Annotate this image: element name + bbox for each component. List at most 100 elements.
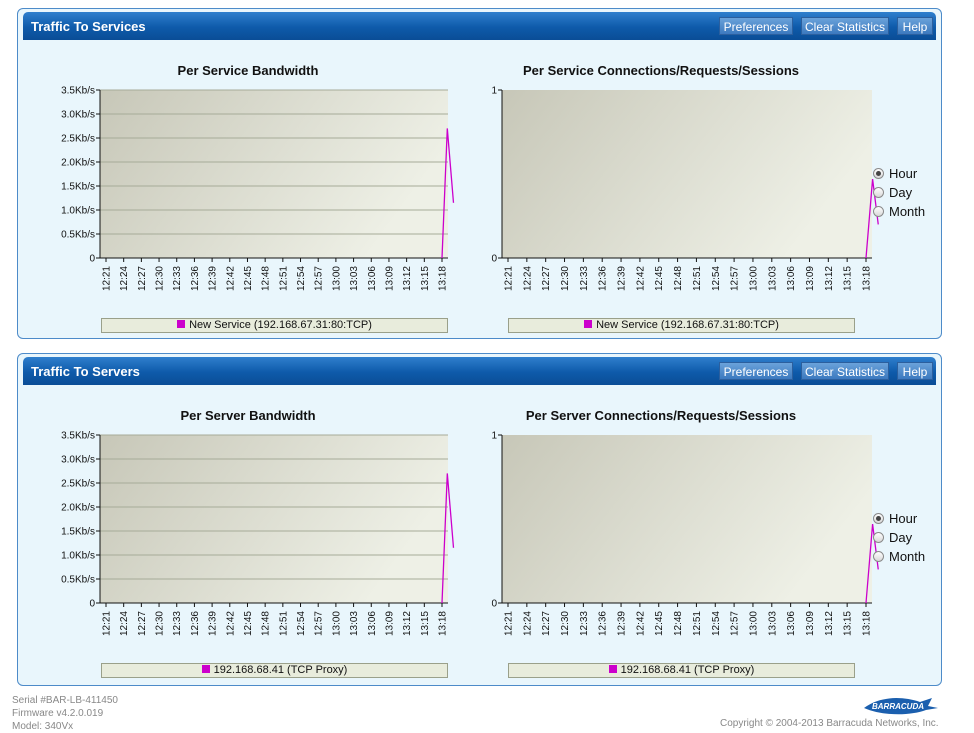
radio-label: Day bbox=[889, 185, 913, 200]
x-tick-label: 12:45 bbox=[654, 266, 665, 291]
x-tick-label: 12:57 bbox=[314, 611, 325, 636]
x-tick-label: 13:06 bbox=[786, 266, 797, 291]
plot-area bbox=[502, 435, 872, 603]
chart-legend: New Service (192.168.67.31:80:TCP) bbox=[101, 318, 448, 333]
device-info: Serial #BAR-LB-411450 Firmware v4.2.0.01… bbox=[12, 694, 118, 733]
y-tick-label: 0 bbox=[89, 599, 95, 610]
time-range-selector: Hour Day Month bbox=[873, 509, 925, 566]
x-tick-label: 12:39 bbox=[617, 266, 628, 291]
clear-statistics-button[interactable]: Clear Statistics bbox=[801, 17, 889, 35]
legend-label: New Service (192.168.67.31:80:TCP) bbox=[596, 319, 779, 331]
radio-button-selected[interactable] bbox=[873, 513, 884, 524]
chart-legend: 192.168.68.41 (TCP Proxy) bbox=[101, 663, 448, 678]
chart-legend: 192.168.68.41 (TCP Proxy) bbox=[508, 663, 855, 678]
x-tick-label: 12:42 bbox=[635, 266, 646, 291]
y-tick-label: 1.5Kb/s bbox=[61, 182, 95, 193]
x-tick-label: 12:21 bbox=[504, 611, 515, 636]
x-tick-label: 13:09 bbox=[384, 266, 395, 291]
legend-label: New Service (192.168.67.31:80:TCP) bbox=[189, 319, 372, 331]
y-tick-label: 1.0Kb/s bbox=[61, 206, 95, 217]
chart-canvas: 0 1 12:21 12:24 12:27 12:30 12:33 12:36 12:39 12:… bbox=[491, 86, 879, 291]
x-tick-label: 12:51 bbox=[278, 266, 289, 291]
x-tick-label: 13:00 bbox=[331, 611, 342, 636]
radio-day[interactable]: Day bbox=[873, 183, 925, 202]
radio-button[interactable] bbox=[873, 532, 884, 543]
chart-title: Per Service Bandwidth bbox=[177, 63, 319, 78]
x-tick-label: 13:00 bbox=[331, 266, 342, 291]
x-tick-label: 13:03 bbox=[767, 611, 778, 636]
x-tick-label: 13:09 bbox=[805, 611, 816, 636]
radio-button[interactable] bbox=[873, 206, 884, 217]
time-range-selector: Hour Day Month bbox=[873, 164, 925, 221]
radio-month[interactable]: Month bbox=[873, 547, 925, 566]
x-tick-label: 12:36 bbox=[598, 266, 609, 291]
preferences-button[interactable]: Preferences bbox=[719, 362, 793, 380]
x-tick-label: 13:09 bbox=[805, 266, 816, 291]
x-tick-label: 12:48 bbox=[673, 611, 684, 636]
legend-label: 192.168.68.41 (TCP Proxy) bbox=[620, 664, 755, 676]
radio-label: Hour bbox=[889, 511, 918, 526]
radio-button-selected[interactable] bbox=[873, 168, 884, 179]
x-tick-label: 12:54 bbox=[711, 611, 722, 636]
x-tick-label: 12:48 bbox=[261, 611, 272, 636]
y-tick-label: 0.5Kb/s bbox=[61, 575, 95, 586]
plot-area bbox=[502, 90, 872, 258]
copyright: Copyright © 2004-2013 Barracuda Networks… bbox=[720, 718, 939, 729]
x-tick-label: 12:27 bbox=[137, 266, 148, 291]
x-tick-label: 13:06 bbox=[367, 266, 378, 291]
x-tick-label: 12:54 bbox=[296, 266, 307, 291]
traffic-to-services-panel: Traffic To Services Preferences Clear St… bbox=[17, 8, 942, 339]
y-tick-label: 0.5Kb/s bbox=[61, 230, 95, 241]
help-button[interactable]: Help bbox=[897, 17, 933, 35]
x-tick-label: 12:27 bbox=[137, 611, 148, 636]
chart-canvas: 0 0.5Kb/s 1.0Kb/s 1.5Kb/s 2.0Kb/s 2.5Kb/s 3.0K… bbox=[61, 431, 455, 636]
radio-hour[interactable]: Hour bbox=[873, 509, 925, 528]
x-tick-label: 12:24 bbox=[119, 266, 130, 291]
y-tick-label: 2.5Kb/s bbox=[61, 479, 95, 490]
x-tick-label: 13:12 bbox=[824, 611, 835, 636]
radio-label: Day bbox=[889, 530, 913, 545]
x-tick-label: 12:45 bbox=[243, 611, 254, 636]
radio-button[interactable] bbox=[873, 551, 884, 562]
radio-hour[interactable]: Hour bbox=[873, 164, 925, 183]
x-tick-label: 12:21 bbox=[504, 266, 515, 291]
y-tick-label: 1.5Kb/s bbox=[61, 527, 95, 538]
x-tick-label: 12:45 bbox=[654, 611, 665, 636]
x-tick-label: 13:03 bbox=[767, 266, 778, 291]
radio-label: Month bbox=[889, 204, 926, 219]
traffic-to-servers-panel: Traffic To Servers Preferences Clear Sta… bbox=[17, 353, 942, 686]
x-tick-label: 12:21 bbox=[102, 266, 113, 291]
preferences-button[interactable]: Preferences bbox=[719, 17, 793, 35]
chart-canvas: 0 0.5Kb/s 1.0Kb/s 1.5Kb/s 2.0Kb/s 2.5Kb/s 3.0K… bbox=[61, 86, 455, 291]
panel-header: Traffic To Servers Preferences Clear Sta… bbox=[23, 357, 936, 385]
x-tick-label: 13:00 bbox=[748, 266, 759, 291]
x-tick-label: 12:48 bbox=[261, 266, 272, 291]
x-tick-label: 13:18 bbox=[438, 266, 449, 291]
radio-button[interactable] bbox=[873, 187, 884, 198]
x-tick-label: 13:15 bbox=[843, 611, 854, 636]
server-bandwidth-chart: 0 0.5Kb/s 1.0Kb/s 1.5Kb/s 2.0Kb/s 2.5Kb/s 3.0K… bbox=[48, 394, 455, 678]
barracuda-logo: BARRACUDA bbox=[864, 698, 938, 715]
x-tick-label: 12:42 bbox=[635, 611, 646, 636]
radio-label: Hour bbox=[889, 166, 918, 181]
chart-title: Per Server Connections/Requests/Sessions bbox=[525, 408, 797, 423]
x-tick-label: 12:51 bbox=[692, 266, 703, 291]
x-tick-label: 12:42 bbox=[225, 611, 236, 636]
server-connections-chart: 0 1 12:21 12:24 12:27 12:30 12:33 12:36 12:39 12:… bbox=[461, 394, 879, 678]
radio-month[interactable]: Month bbox=[873, 202, 925, 221]
x-tick-label: 13:03 bbox=[349, 266, 360, 291]
x-tick-label: 13:09 bbox=[384, 611, 395, 636]
x-tick-label: 12:36 bbox=[190, 266, 201, 291]
y-tick-label: 2.0Kb/s bbox=[61, 158, 95, 169]
x-tick-label: 13:00 bbox=[748, 611, 759, 636]
x-tick-label: 12:30 bbox=[155, 611, 166, 636]
legend-swatch bbox=[177, 320, 186, 328]
x-tick-label: 13:12 bbox=[402, 266, 413, 291]
y-tick-label: 0 bbox=[491, 599, 497, 610]
service-connections-chart: 0 1 12:21 12:24 12:27 12:30 12:33 12:36 12:39 12:… bbox=[461, 49, 879, 333]
serial-number: Serial #BAR-LB-411450 bbox=[12, 695, 118, 706]
y-tick-label: 3.5Kb/s bbox=[61, 86, 95, 97]
help-button[interactable]: Help bbox=[897, 362, 933, 380]
clear-statistics-button[interactable]: Clear Statistics bbox=[801, 362, 889, 380]
radio-day[interactable]: Day bbox=[873, 528, 925, 547]
